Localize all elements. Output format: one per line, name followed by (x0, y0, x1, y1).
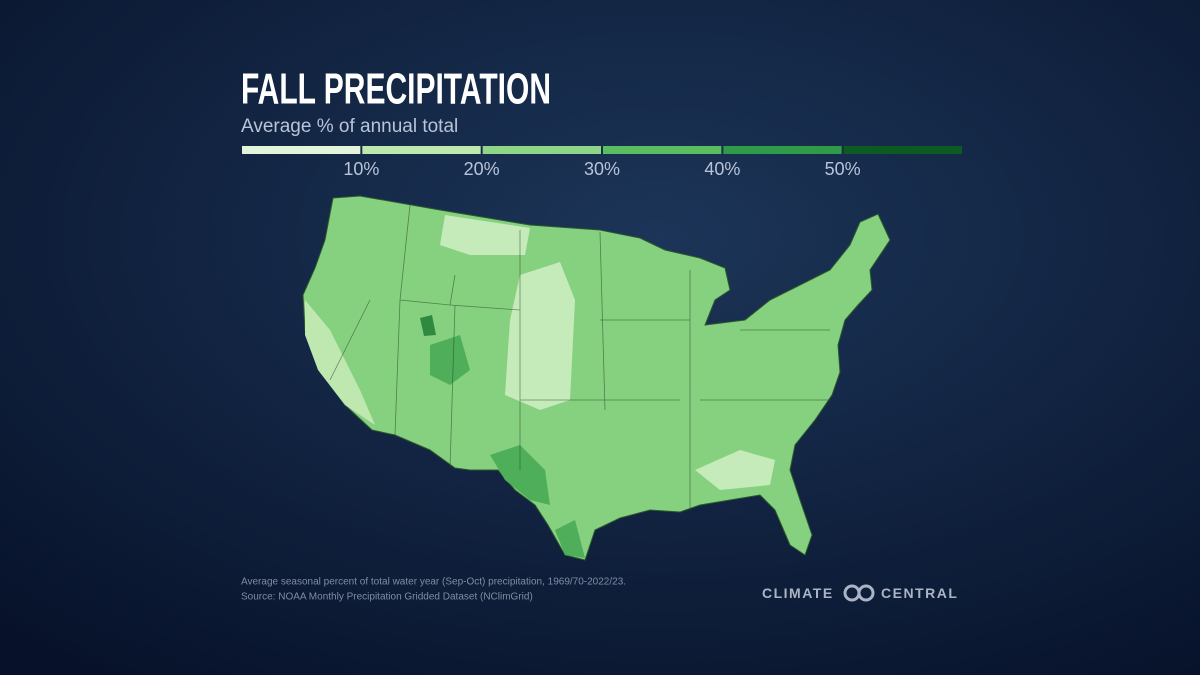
legend-swatch (362, 146, 481, 154)
dark-region (555, 520, 585, 558)
legend: 10% 20% 30% 40% 50% (242, 146, 962, 179)
light-region (695, 450, 775, 490)
legend-label: 40% (704, 159, 740, 179)
legend-swatch (482, 146, 601, 154)
legend-label: 50% (825, 159, 861, 179)
logo-text: CLIMATE CENTRAL (762, 585, 958, 601)
legend-label: 30% (584, 159, 620, 179)
logo-icon (843, 584, 875, 602)
source: Source: NOAA Monthly Precipitation Gridd… (241, 592, 533, 603)
legend-label: 10% (343, 159, 379, 179)
legend-swatch (843, 146, 962, 154)
legend-swatch (603, 146, 722, 154)
dark-region (430, 335, 470, 385)
light-region (305, 300, 375, 425)
legend-swatch (242, 146, 361, 154)
legend-label: 20% (464, 159, 500, 179)
dark-region (490, 445, 550, 505)
dark-region (420, 315, 436, 336)
map (302, 195, 891, 561)
subtitle: Average % of annual total (241, 116, 458, 137)
light-region (440, 215, 530, 255)
light-region (505, 262, 575, 410)
footnote: Average seasonal percent of total water … (241, 577, 626, 588)
title: FALL PRECIPITATION (241, 65, 551, 114)
state-line (329, 204, 830, 510)
legend-swatch (723, 146, 842, 154)
